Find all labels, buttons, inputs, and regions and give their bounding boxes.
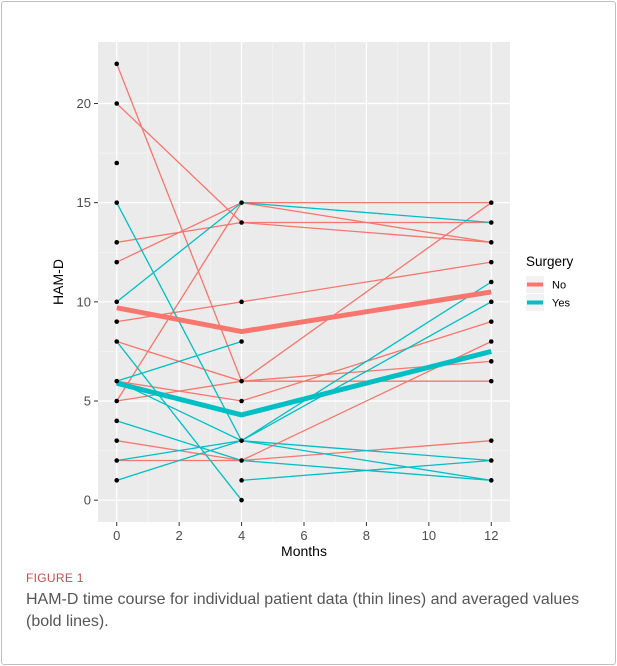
y-tick-label: 20	[77, 96, 91, 111]
data-point	[488, 438, 494, 443]
data-point	[114, 339, 120, 344]
series-line-yes	[241, 459, 492, 481]
x-tick-label: 10	[422, 528, 436, 543]
data-point	[114, 438, 120, 443]
data-point	[114, 299, 120, 305]
data-point	[239, 378, 244, 384]
data-point	[488, 299, 494, 305]
mean-lines	[116, 289, 492, 418]
series-line-no	[241, 202, 492, 382]
data-point	[114, 478, 120, 483]
data-point	[488, 378, 494, 384]
data-point	[488, 319, 494, 324]
legend-label-no: No	[552, 280, 566, 292]
x-tick-label: 0	[113, 528, 120, 543]
data-point	[239, 478, 244, 483]
legend-title: Surgery	[526, 254, 574, 269]
data-point	[488, 279, 494, 285]
x-tick-label: 4	[238, 528, 245, 543]
data-point	[239, 497, 244, 503]
x-tick-label: 8	[363, 528, 370, 543]
data-point	[114, 200, 120, 205]
mean-line-yes	[116, 348, 492, 418]
chart: 0 2 4 6 8 10 12 0 5 10 15 20 Months HAM-D Surgery N…	[50, 42, 574, 559]
data-point	[239, 299, 244, 305]
legend-label-yes: Yes	[552, 298, 570, 310]
data-point	[239, 200, 244, 205]
data-point	[114, 378, 120, 384]
data-point	[488, 359, 494, 364]
data-point	[488, 478, 494, 483]
y-tick-label: 5	[84, 394, 91, 409]
data-point	[114, 160, 120, 166]
data-point	[114, 458, 120, 463]
x-axis-label: Months	[281, 543, 327, 559]
data-point	[114, 398, 120, 404]
legend: Surgery No Yes	[526, 254, 574, 311]
data-point	[114, 319, 120, 324]
data-point	[114, 418, 120, 424]
figure-caption: HAM-D time course for individual patient…	[26, 591, 580, 630]
data-point	[114, 259, 120, 265]
data-point	[239, 458, 244, 463]
series-line-yes	[116, 341, 243, 501]
series-line-yes	[116, 340, 242, 382]
data-point	[114, 101, 120, 106]
data-point	[488, 259, 494, 265]
y-tick-label: 15	[77, 195, 91, 210]
data-point	[488, 200, 494, 205]
data-point	[488, 220, 494, 225]
mean-line-no	[116, 289, 492, 335]
data-point	[114, 61, 120, 67]
data-point	[114, 240, 120, 245]
y-tick-label: 0	[84, 493, 91, 508]
figure-label: FIGURE 1	[26, 571, 84, 585]
data-point	[239, 398, 244, 404]
data-point	[239, 438, 244, 443]
data-point	[488, 240, 494, 245]
axes: 0 2 4 6 8 10 12 0 5 10 15 20	[77, 96, 499, 543]
y-axis-label: HAM-D	[50, 259, 66, 305]
x-tick-label: 2	[176, 528, 183, 543]
data-point	[488, 458, 494, 463]
data-point	[239, 220, 244, 225]
data-point	[239, 339, 244, 344]
x-tick-label: 12	[484, 528, 498, 543]
y-tick-label: 10	[77, 294, 91, 309]
data-points	[114, 61, 494, 503]
data-point	[488, 339, 494, 344]
x-tick-label: 6	[300, 528, 307, 543]
